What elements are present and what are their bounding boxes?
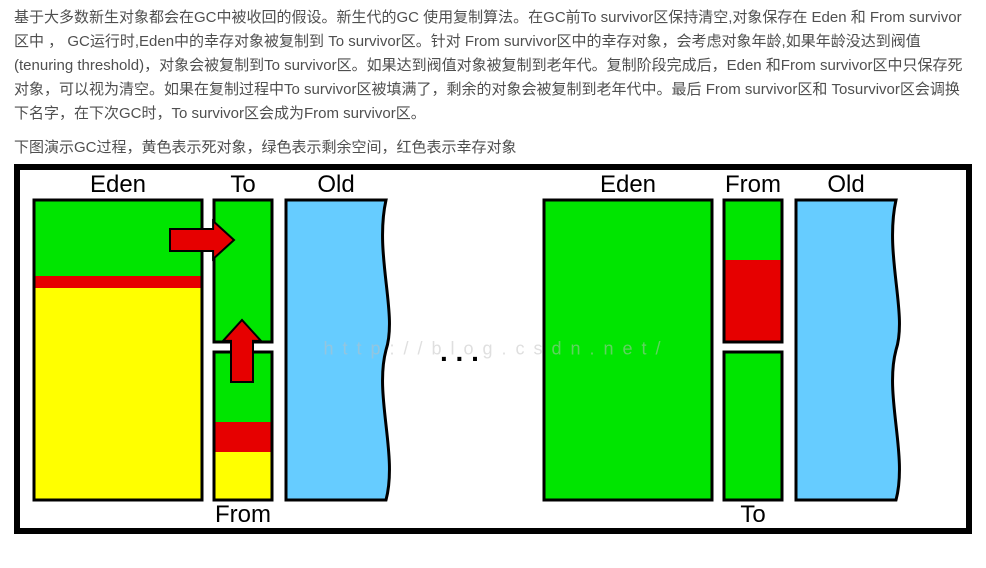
ellipsis-separator: . . . bbox=[440, 336, 479, 368]
gc-diagram-svg: Eden To From Old Eden From To Old bbox=[20, 170, 966, 528]
intro-paragraph: 基于大多数新生对象都会在GC中被收回的假设。新生代的GC 使用复制算法。在GC前… bbox=[14, 6, 972, 126]
gc-diagram-frame: EdenToFromOldEdenFromToOld h t t p : / /… bbox=[14, 164, 972, 534]
svg-text:Old: Old bbox=[827, 171, 864, 198]
legend-line: 下图演示GC过程，黄色表示死对象，绿色表示剩余空间，红色表示幸存对象 bbox=[14, 136, 972, 160]
svg-text:From: From bbox=[725, 171, 781, 198]
svg-text:To: To bbox=[740, 501, 765, 528]
svg-text:Eden: Eden bbox=[600, 171, 656, 198]
svg-text:From: From bbox=[215, 501, 271, 528]
svg-text:Old: Old bbox=[317, 171, 354, 198]
svg-text:Eden: Eden bbox=[90, 171, 146, 198]
svg-text:To: To bbox=[230, 171, 255, 198]
